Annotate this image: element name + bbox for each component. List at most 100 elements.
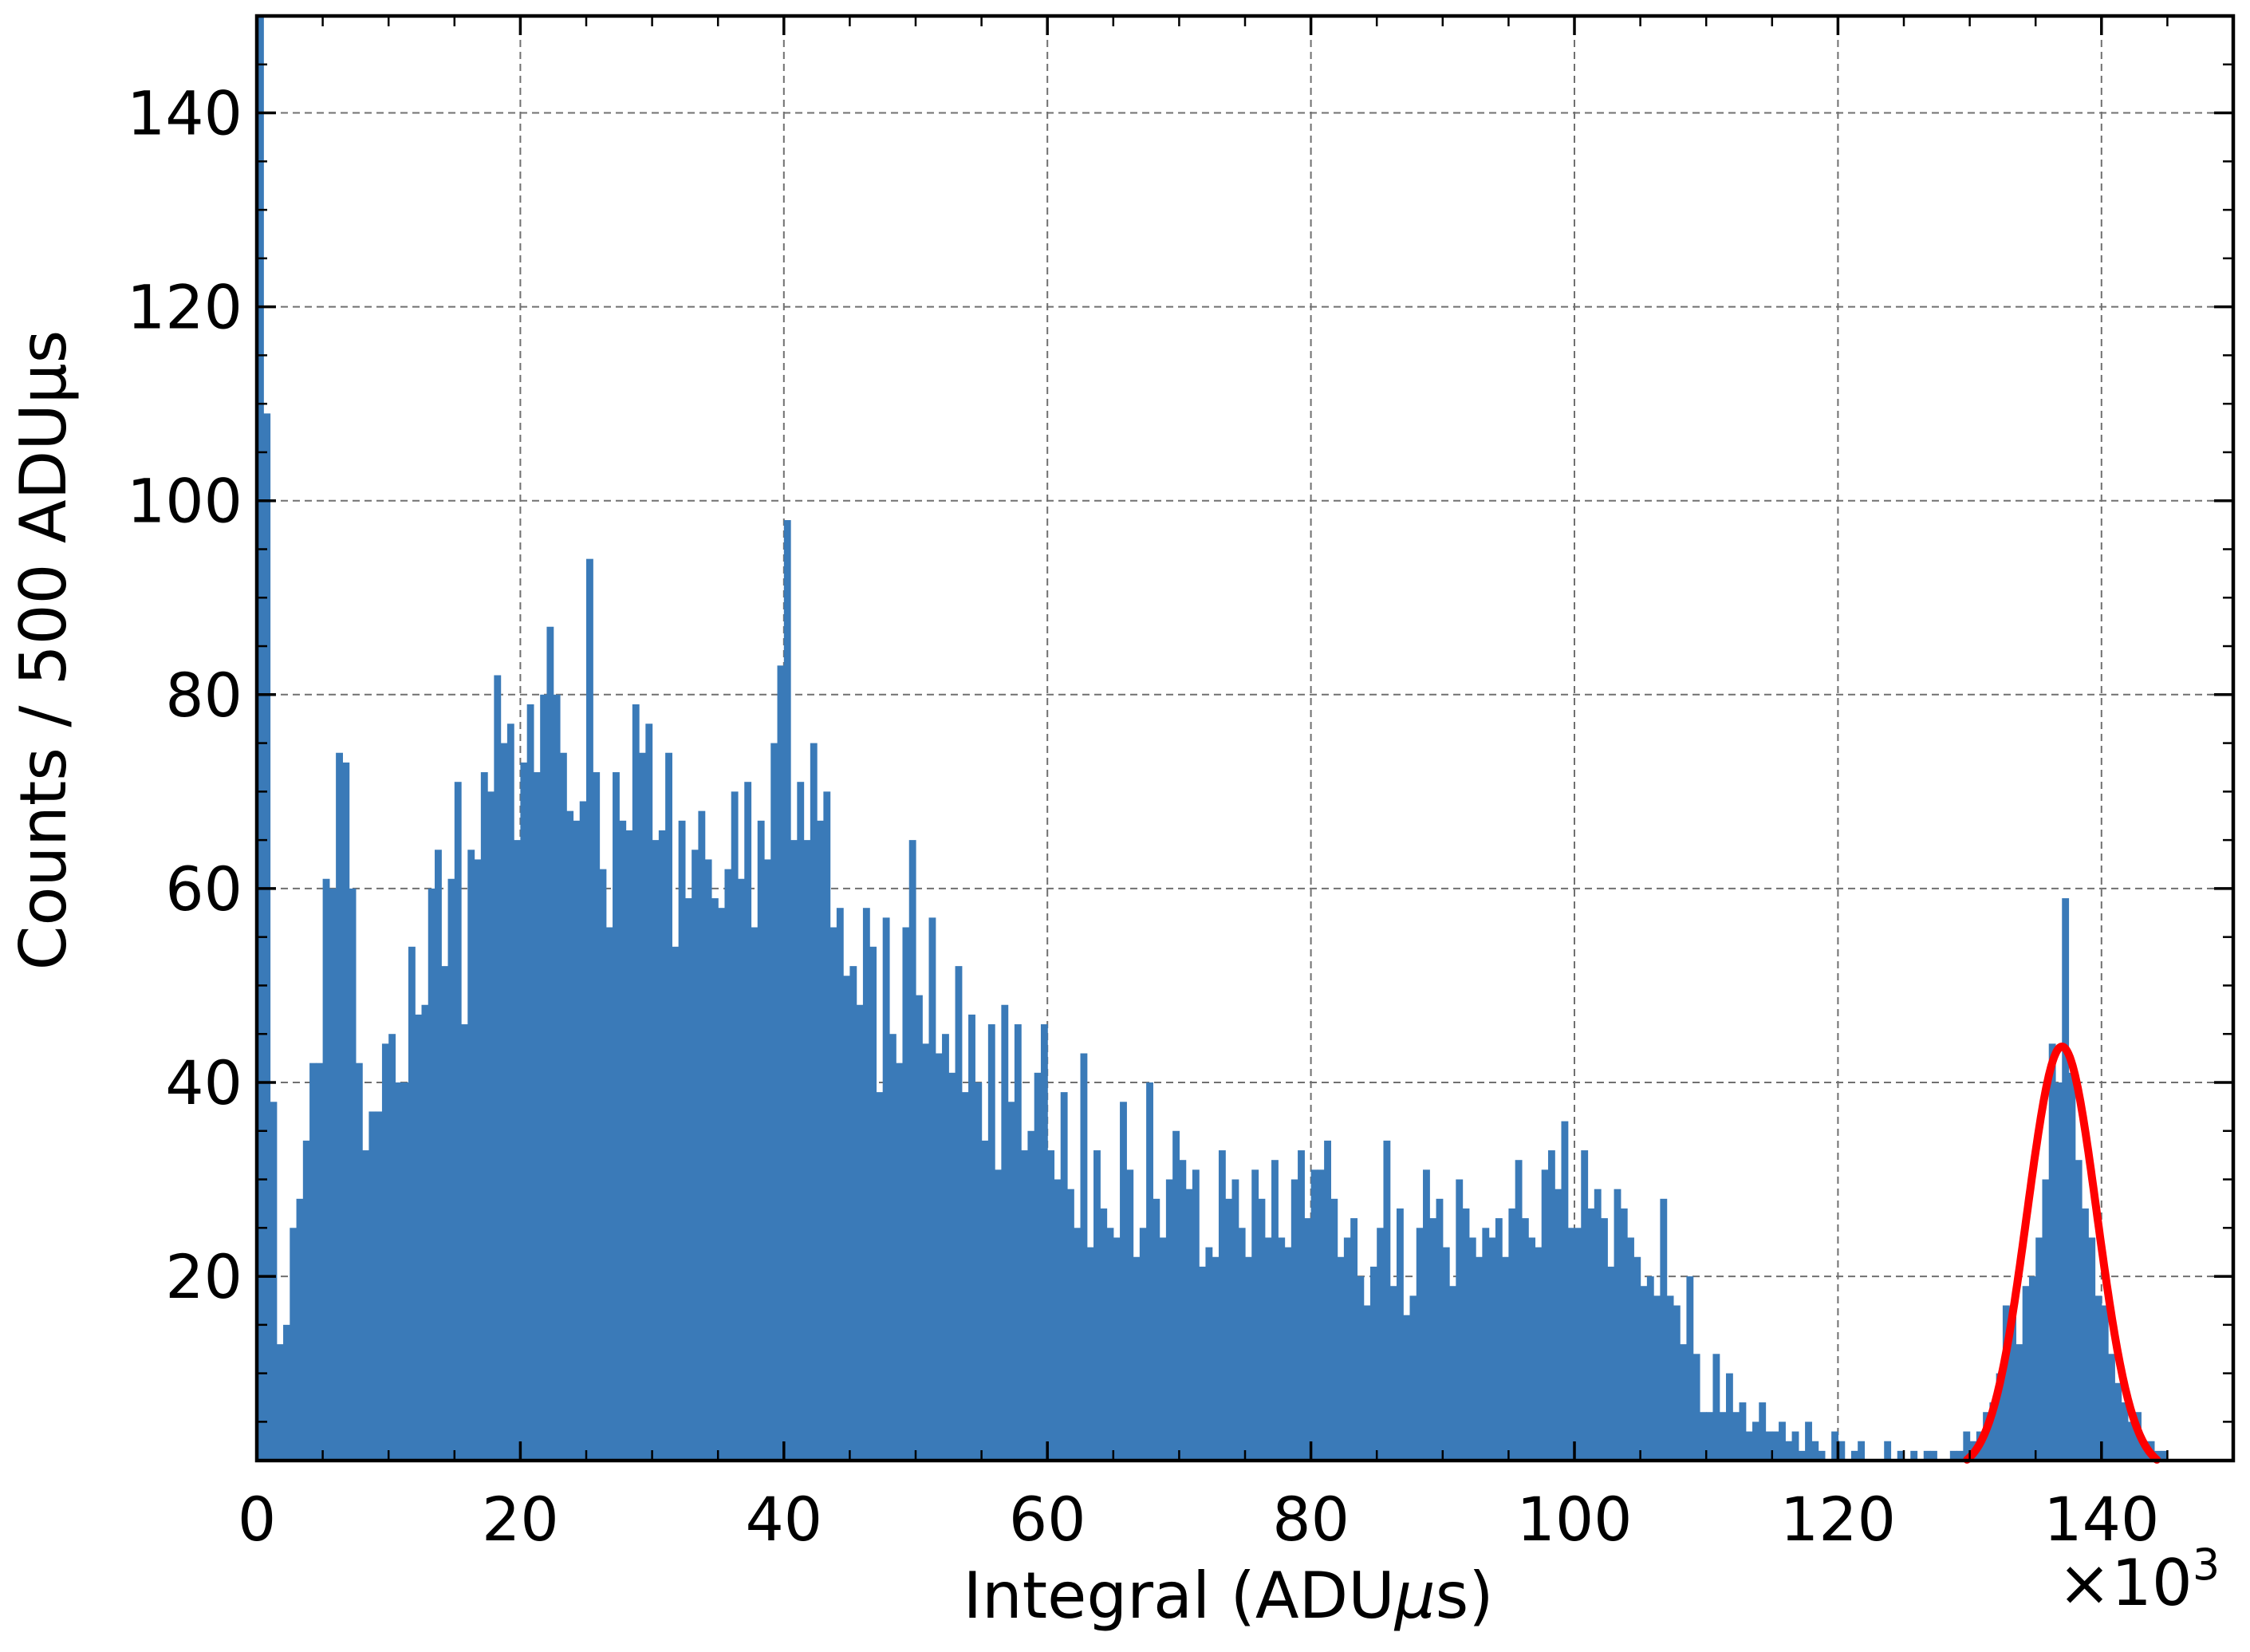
histogram-bar xyxy=(1627,1237,1634,1461)
histogram-bar xyxy=(1192,1169,1200,1461)
histogram-bar xyxy=(1594,1189,1602,1461)
histogram-bar xyxy=(487,791,495,1461)
histogram-bar xyxy=(1838,1441,1846,1461)
histogram-bar xyxy=(1476,1256,1483,1461)
histogram-bar xyxy=(1495,1218,1503,1461)
histogram-bar xyxy=(349,888,357,1461)
histogram-bar xyxy=(1719,1412,1727,1461)
histogram-bar xyxy=(1547,1150,1555,1461)
histogram-bar xyxy=(586,558,593,1461)
histogram-bar xyxy=(526,704,534,1461)
histogram-bar xyxy=(1330,1198,1338,1461)
histogram-bar xyxy=(1508,1208,1516,1461)
histogram-bar xyxy=(1126,1169,1134,1461)
histogram-bar xyxy=(566,810,574,1461)
histogram-bar xyxy=(1515,1160,1523,1461)
histogram-bar xyxy=(1692,1354,1700,1461)
x-tick-label: 40 xyxy=(745,1484,822,1555)
histogram-bar xyxy=(1521,1218,1529,1461)
histogram-bar xyxy=(1614,1189,1621,1461)
x-axis-label: Integral (ADUμs) xyxy=(963,1559,1493,1633)
histogram-bar xyxy=(441,966,449,1461)
histogram-bar xyxy=(302,1140,310,1461)
histogram-bar xyxy=(948,1072,956,1461)
histogram-bar xyxy=(1086,1247,1094,1461)
histogram-bar xyxy=(2108,1354,2115,1461)
histogram-bar xyxy=(467,850,475,1461)
histogram-bar xyxy=(783,520,791,1461)
histogram-bar xyxy=(1383,1140,1391,1461)
y-tick-label: 80 xyxy=(165,660,242,731)
histogram-bar xyxy=(362,1150,370,1461)
histogram-bar xyxy=(342,762,350,1461)
histogram-bar xyxy=(1818,1450,1826,1461)
axis-ticks xyxy=(255,16,2235,1461)
histogram-bar xyxy=(1416,1228,1424,1461)
histogram-bar xyxy=(658,830,666,1461)
histogram-bar xyxy=(435,850,442,1461)
histogram-bar xyxy=(1205,1247,1213,1461)
histogram-bar xyxy=(613,772,620,1461)
histogram-bar xyxy=(2114,1382,2122,1461)
histogram-bar xyxy=(559,752,567,1461)
histogram-bar xyxy=(388,1034,396,1461)
histogram-bar xyxy=(1179,1160,1187,1461)
histogram-bar xyxy=(1646,1276,1654,1461)
histogram-bar xyxy=(1245,1256,1252,1461)
histogram-bar xyxy=(500,743,508,1461)
histogram-bar xyxy=(1640,1286,1648,1461)
histogram-bar xyxy=(506,723,514,1461)
histogram-bar xyxy=(1231,1179,1239,1461)
histogram-bar xyxy=(1363,1305,1371,1461)
histogram-bar xyxy=(1555,1189,1562,1461)
histogram-bar xyxy=(1159,1237,1167,1461)
histogram-bar xyxy=(922,1043,930,1461)
histogram-bar xyxy=(1324,1140,1331,1461)
histogram-bar xyxy=(1060,1092,1068,1461)
histogram-bar xyxy=(494,675,502,1461)
histogram-bar xyxy=(790,840,798,1461)
x-tick-label: 60 xyxy=(1009,1484,1086,1555)
histogram-bar xyxy=(1264,1237,1272,1461)
histogram-bar xyxy=(461,1024,468,1461)
histogram-bar xyxy=(2035,1237,2043,1461)
histogram-bar xyxy=(1996,1373,2004,1461)
histogram-bar xyxy=(757,820,765,1461)
histogram-bar xyxy=(1923,1450,1931,1461)
histogram-bar xyxy=(764,859,771,1461)
histogram-bar xyxy=(1680,1344,1688,1461)
histogram-bar xyxy=(645,723,653,1461)
histogram-bar xyxy=(1831,1431,1838,1461)
histogram-bar xyxy=(1759,1402,1767,1461)
histogram-bar xyxy=(1699,1412,1707,1461)
histogram-bar xyxy=(1686,1276,1694,1461)
histogram-bar xyxy=(1185,1189,1193,1461)
histogram-bar xyxy=(797,782,805,1461)
histogram-bar xyxy=(1238,1228,1246,1461)
x-tick-label: 120 xyxy=(1780,1484,1896,1555)
histogram-bar xyxy=(692,850,699,1461)
histogram-bar xyxy=(1587,1208,1595,1461)
histogram-bar xyxy=(1350,1218,1358,1461)
histogram-bar xyxy=(1673,1305,1681,1461)
histogram-bar xyxy=(829,927,837,1461)
histogram-bar xyxy=(777,665,785,1461)
histogram-bar xyxy=(770,743,778,1461)
histogram-bar xyxy=(2002,1305,2010,1461)
histogram-bar xyxy=(1956,1450,1964,1461)
histogram-bar xyxy=(1014,1024,1022,1461)
histogram-bar xyxy=(2101,1305,2109,1461)
histogram-bar xyxy=(1034,1072,1042,1461)
histogram-bar xyxy=(1133,1256,1141,1461)
histogram-bar xyxy=(1106,1228,1114,1461)
histogram-bar xyxy=(751,927,759,1461)
histogram-bar xyxy=(724,869,732,1461)
histogram-bar xyxy=(1389,1286,1397,1461)
histogram-bar xyxy=(1074,1228,1082,1461)
histogram-bar xyxy=(1100,1208,1108,1461)
histogram-bar xyxy=(1396,1208,1404,1461)
histogram-bar xyxy=(975,1082,983,1461)
histogram-bar xyxy=(1409,1295,1417,1461)
y-tick-label: 20 xyxy=(165,1241,242,1312)
histogram-bar xyxy=(283,1324,290,1461)
